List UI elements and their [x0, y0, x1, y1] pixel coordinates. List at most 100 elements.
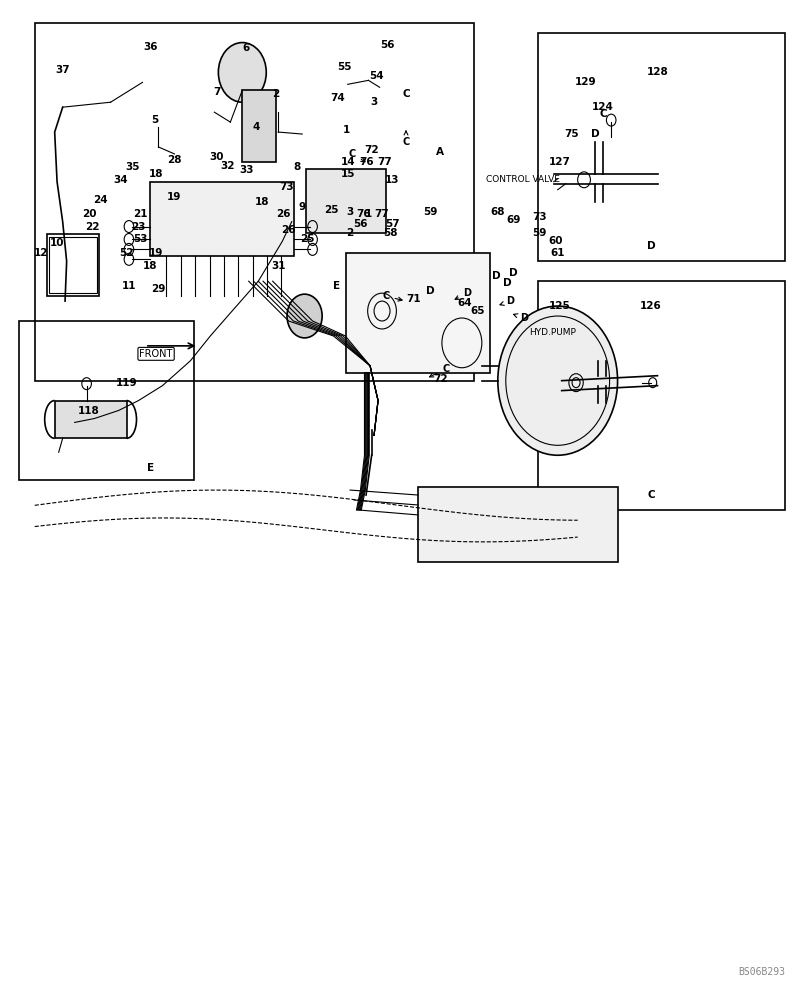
Text: 77: 77 — [374, 209, 389, 219]
Text: 2: 2 — [346, 228, 353, 238]
Text: D: D — [513, 313, 528, 323]
Text: D: D — [646, 241, 654, 251]
Text: 72: 72 — [433, 374, 447, 384]
Text: 18: 18 — [143, 261, 157, 271]
Text: 56: 56 — [380, 40, 394, 50]
Circle shape — [497, 306, 617, 455]
Bar — [35, 23, 473, 381]
Text: FRONT: FRONT — [139, 349, 173, 359]
Text: 24: 24 — [93, 195, 108, 205]
Text: 4: 4 — [253, 122, 260, 132]
Text: 71: 71 — [406, 294, 421, 304]
Text: 59: 59 — [422, 207, 437, 217]
Text: D: D — [454, 288, 471, 299]
Text: 35: 35 — [124, 162, 139, 172]
Text: D: D — [499, 296, 514, 306]
Text: 29: 29 — [151, 284, 165, 294]
Text: 25: 25 — [324, 205, 339, 215]
Text: C: C — [402, 89, 410, 99]
Text: 124: 124 — [592, 102, 613, 112]
Text: 26: 26 — [281, 225, 296, 235]
Text: 1: 1 — [365, 209, 372, 219]
Text: D: D — [509, 268, 517, 278]
Text: 74: 74 — [330, 93, 345, 103]
Circle shape — [218, 43, 266, 102]
Text: 69: 69 — [506, 215, 520, 225]
Text: 57: 57 — [385, 219, 399, 229]
Text: 14: 14 — [340, 157, 355, 167]
Text: E: E — [147, 463, 154, 473]
Text: 22: 22 — [85, 222, 100, 232]
Text: 37: 37 — [55, 65, 70, 75]
Text: 77: 77 — [377, 157, 391, 167]
Text: 64: 64 — [456, 298, 471, 308]
Bar — [242, 90, 275, 162]
Text: 18: 18 — [149, 169, 163, 179]
Text: 56: 56 — [353, 219, 367, 229]
Text: 118: 118 — [78, 406, 100, 416]
Text: 76: 76 — [356, 209, 370, 219]
Text: 125: 125 — [548, 301, 570, 311]
Bar — [345, 253, 489, 373]
Text: 9: 9 — [298, 202, 305, 212]
Bar — [150, 182, 294, 256]
Text: 31: 31 — [271, 261, 285, 271]
Text: 23: 23 — [131, 222, 145, 232]
Text: 30: 30 — [210, 152, 224, 162]
Text: 36: 36 — [143, 42, 157, 52]
Text: 3: 3 — [346, 207, 353, 217]
Text: 61: 61 — [550, 248, 565, 258]
Text: 73: 73 — [532, 212, 546, 222]
Text: 19: 19 — [149, 248, 163, 258]
Text: 25: 25 — [300, 234, 315, 244]
Text: 8: 8 — [292, 162, 300, 172]
Text: C: C — [599, 109, 606, 119]
Text: CONTROL VALVE: CONTROL VALVE — [486, 175, 560, 184]
Text: 119: 119 — [116, 378, 137, 388]
Text: 6: 6 — [243, 43, 250, 53]
Text: 53: 53 — [132, 234, 147, 244]
Text: 59: 59 — [532, 228, 546, 238]
Bar — [49, 237, 97, 293]
Text: 21: 21 — [132, 209, 147, 219]
Text: 2: 2 — [272, 89, 279, 99]
Text: D: D — [590, 129, 599, 139]
Text: 129: 129 — [574, 77, 596, 87]
Text: 5: 5 — [151, 115, 158, 125]
Text: 18: 18 — [255, 197, 269, 207]
Text: 60: 60 — [548, 236, 562, 246]
Text: 127: 127 — [548, 157, 570, 167]
Text: 1: 1 — [342, 125, 349, 135]
Text: 73: 73 — [279, 182, 293, 192]
Text: 75: 75 — [563, 129, 578, 139]
Text: C: C — [349, 149, 365, 162]
Text: 54: 54 — [369, 71, 383, 81]
Text: 76: 76 — [358, 157, 373, 167]
Text: 52: 52 — [119, 248, 133, 258]
Bar — [537, 281, 785, 510]
Text: 3: 3 — [370, 97, 377, 107]
Text: 128: 128 — [646, 67, 667, 77]
Text: 65: 65 — [470, 306, 484, 316]
Text: 55: 55 — [336, 62, 352, 72]
Text: 12: 12 — [34, 248, 48, 258]
Text: 126: 126 — [639, 301, 661, 311]
Bar — [537, 33, 785, 261]
Text: 19: 19 — [167, 192, 181, 202]
Text: 34: 34 — [113, 175, 128, 185]
Text: D: D — [425, 286, 434, 296]
Text: 33: 33 — [238, 165, 253, 175]
Text: 13: 13 — [385, 175, 399, 185]
Text: 10: 10 — [50, 238, 64, 248]
Text: D: D — [503, 278, 511, 288]
Text: 11: 11 — [121, 281, 136, 291]
Text: C: C — [429, 364, 449, 377]
Text: 32: 32 — [220, 161, 235, 171]
Text: 26: 26 — [276, 209, 291, 219]
Text: BS06B293: BS06B293 — [737, 967, 785, 977]
Text: 72: 72 — [364, 145, 378, 155]
Text: 7: 7 — [213, 87, 220, 97]
Text: C: C — [402, 131, 409, 147]
Text: E: E — [332, 281, 340, 291]
Text: 68: 68 — [490, 207, 504, 217]
